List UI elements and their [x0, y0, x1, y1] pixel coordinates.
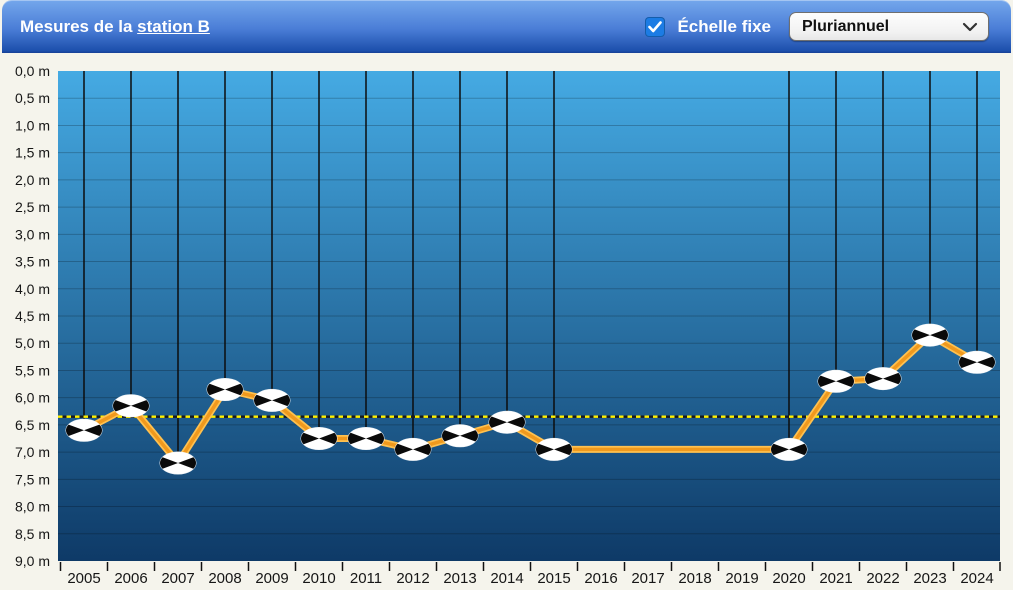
- y-axis-label: 0,5 m: [15, 90, 50, 106]
- y-axis-label: 0,0 m: [15, 63, 50, 79]
- x-axis-label: 2015: [537, 570, 570, 587]
- x-axis-label: 2012: [396, 570, 429, 587]
- data-point-2012[interactable]: [394, 437, 432, 461]
- period-select-value: Pluriannuel: [802, 17, 890, 35]
- title-prefix: Mesures de la: [20, 16, 138, 36]
- data-point-2020[interactable]: [770, 437, 808, 461]
- y-axis-label: 1,0 m: [15, 117, 50, 133]
- plot-background: [58, 71, 1000, 561]
- x-axis-label: 2024: [960, 570, 993, 587]
- x-axis-label: 2011: [350, 570, 382, 587]
- y-axis-label: 8,5 m: [15, 526, 50, 542]
- station-link[interactable]: station B: [137, 16, 210, 36]
- y-axis-label: 2,5 m: [15, 199, 50, 215]
- x-axis-label: 2016: [584, 570, 617, 587]
- data-point-2008[interactable]: [206, 378, 244, 401]
- data-point-2024[interactable]: [958, 350, 996, 374]
- y-axis-label: 2,0 m: [15, 172, 50, 188]
- x-axis-label: 2018: [678, 570, 711, 587]
- header-controls: Échelle fixe Pluriannuel: [645, 0, 989, 53]
- data-point-2007[interactable]: [159, 451, 197, 475]
- fixed-scale-label: Échelle fixe: [677, 16, 771, 36]
- y-axis-label: 6,0 m: [15, 390, 50, 406]
- fixed-scale-checkbox[interactable]: [645, 16, 666, 37]
- y-axis-label: 9,0 m: [15, 553, 50, 569]
- x-axis-label: 2005: [67, 570, 100, 587]
- x-axis-label: 2010: [302, 570, 335, 587]
- data-point-2009[interactable]: [253, 388, 291, 412]
- period-select[interactable]: Pluriannuel: [789, 12, 989, 41]
- x-axis-label: 2019: [725, 570, 758, 587]
- data-point-2023[interactable]: [911, 323, 949, 347]
- header: Mesures de la station B Échelle fixe Plu…: [2, 0, 1011, 53]
- y-axis-label: 4,0 m: [15, 281, 50, 297]
- y-axis-label: 3,0 m: [15, 226, 50, 242]
- data-point-2010[interactable]: [300, 427, 338, 450]
- data-point-2005[interactable]: [65, 418, 103, 442]
- x-axis-label: 2021: [819, 570, 852, 587]
- y-axis-label: 5,5 m: [15, 362, 50, 378]
- chevron-down-icon: [962, 22, 978, 32]
- data-point-2006[interactable]: [112, 394, 150, 418]
- x-axis-label: 2013: [443, 570, 476, 587]
- data-point-2014[interactable]: [488, 410, 526, 434]
- checkmark-icon: [648, 20, 663, 32]
- y-axis-label: 5,0 m: [15, 335, 50, 351]
- x-axis-label: 2008: [208, 570, 241, 587]
- x-axis-label: 2006: [114, 570, 147, 587]
- measurement-line: [82, 333, 979, 465]
- y-axis-label: 6,5 m: [15, 417, 50, 433]
- y-axis-label: 3,5 m: [15, 254, 50, 270]
- data-point-2022[interactable]: [864, 367, 902, 391]
- data-point-2015[interactable]: [535, 437, 573, 461]
- data-point-2013[interactable]: [441, 424, 479, 448]
- page-title: Mesures de la station B: [20, 0, 210, 53]
- y-axis-label: 4,5 m: [15, 308, 50, 324]
- y-axis-label: 8,0 m: [15, 499, 50, 515]
- x-axis-label: 2014: [490, 570, 523, 587]
- x-axis-label: 2009: [255, 570, 288, 587]
- data-point-2021[interactable]: [817, 369, 855, 393]
- y-axis-label: 7,5 m: [15, 471, 50, 487]
- x-axis-label: 2007: [161, 570, 194, 587]
- x-axis-label: 2022: [866, 570, 899, 587]
- data-point-2011[interactable]: [347, 427, 385, 450]
- y-axis-label: 7,0 m: [15, 444, 50, 460]
- y-axis-label: 1,5 m: [15, 145, 50, 161]
- x-axis-label: 2017: [631, 570, 664, 587]
- x-axis-label: 2020: [772, 570, 805, 587]
- x-axis-label: 2023: [913, 570, 946, 587]
